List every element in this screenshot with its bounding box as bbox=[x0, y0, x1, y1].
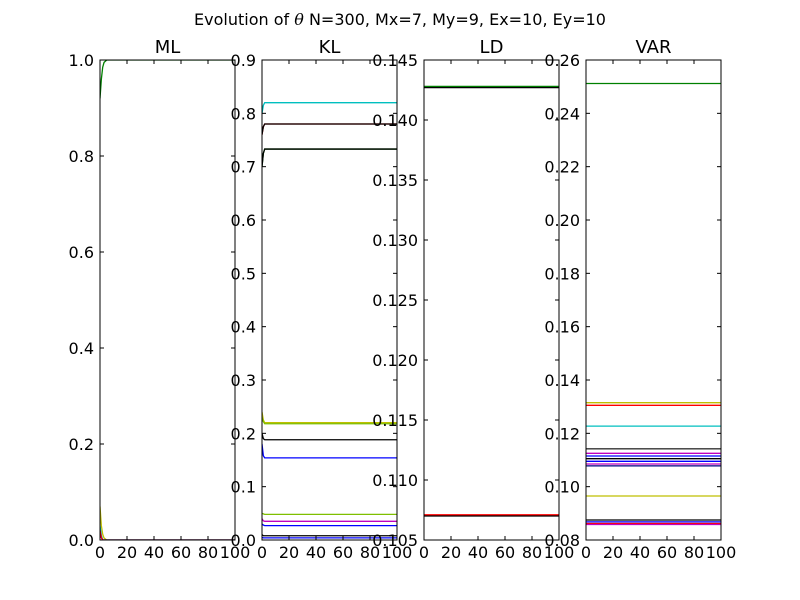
y-tick-label: 0.18 bbox=[544, 264, 580, 283]
x-tick-label: 60 bbox=[657, 543, 677, 562]
x-tick-label: 80 bbox=[684, 543, 704, 562]
series-line-3 bbox=[100, 530, 235, 540]
x-tick-label: 60 bbox=[333, 543, 353, 562]
y-tick-label: 0.0 bbox=[231, 531, 256, 550]
y-tick-label: 0.9 bbox=[231, 51, 256, 70]
subplot-ml: 0 20 40 60 80 100 0.0 0.2 0.4 0.6 0.8 1.0 ML bbox=[69, 37, 251, 562]
x-tick-label: 0 bbox=[95, 543, 105, 562]
y-tick-label: 0.5 bbox=[231, 264, 256, 283]
subplot-ld: 0 20 40 60 80 1000.1050.1100.1150.1200.1250.1… bbox=[372, 37, 574, 562]
y-tick-label: 0.4 bbox=[69, 339, 94, 358]
y-tick-label: 0.6 bbox=[231, 211, 256, 230]
y-tick-label: 0.4 bbox=[231, 318, 256, 337]
series-line-9 bbox=[262, 512, 397, 516]
series-group bbox=[424, 85, 559, 517]
series-line-12 bbox=[262, 534, 397, 537]
series-line-3 bbox=[262, 148, 397, 167]
axes-frame bbox=[423, 59, 560, 541]
y-tick-label: 0.14 bbox=[544, 371, 580, 390]
subplot-title: KL bbox=[319, 37, 341, 58]
x-tick-label: 100 bbox=[706, 543, 737, 562]
x-tick-label: 20 bbox=[441, 543, 461, 562]
x-tick-label: 0 bbox=[257, 543, 267, 562]
y-tick-label: 0.115 bbox=[372, 411, 418, 430]
subplot-title: LD bbox=[480, 37, 504, 58]
y-tick-label: 0.10 bbox=[544, 478, 580, 497]
axes-frame bbox=[585, 59, 722, 541]
y-tick-label: 1.0 bbox=[69, 51, 94, 70]
title-params: N=300, Mx=7, My=9, Ex=10, Ey=10 bbox=[308, 10, 606, 29]
x-tick-label: 40 bbox=[468, 543, 488, 562]
series-line-5 bbox=[262, 411, 397, 424]
y-tick-label: 0.130 bbox=[372, 231, 418, 250]
x-tick-label: 40 bbox=[630, 543, 650, 562]
y-tick-label: 0.140 bbox=[372, 111, 418, 130]
series-line-10 bbox=[262, 518, 397, 522]
subplot-title: ML bbox=[155, 37, 181, 58]
y-tick-label: 0.145 bbox=[372, 51, 418, 70]
y-tick-label: 0.6 bbox=[69, 243, 94, 262]
x-tick-label: 40 bbox=[306, 543, 326, 562]
series-line-0 bbox=[262, 102, 397, 114]
series-group bbox=[100, 60, 235, 540]
y-tick-label: 0.1 bbox=[231, 478, 256, 497]
y-tick-label: 0.125 bbox=[372, 291, 418, 310]
y-tick-label: 0.8 bbox=[231, 104, 256, 123]
series-line-1 bbox=[100, 506, 235, 540]
x-tick-label: 0 bbox=[581, 543, 591, 562]
x-tick-label: 100 bbox=[382, 543, 413, 562]
series-line-6 bbox=[262, 417, 397, 425]
y-tick-label: 0.2 bbox=[69, 435, 94, 454]
theta-symbol: θ bbox=[294, 10, 304, 29]
y-tick-label: 0.8 bbox=[69, 147, 94, 166]
y-tick-label: 0.105 bbox=[372, 531, 418, 550]
x-tick-label: 40 bbox=[144, 543, 164, 562]
x-tick-label: 100 bbox=[544, 543, 575, 562]
x-tick-label: 60 bbox=[495, 543, 515, 562]
y-tick-label: 0.120 bbox=[372, 351, 418, 370]
figure-title: Evolution of θ N=300, Mx=7, My=9, Ex=10,… bbox=[0, 10, 800, 29]
y-tick-label: 0.0 bbox=[69, 531, 94, 550]
y-tick-label: 0.26 bbox=[544, 51, 580, 70]
series-line-4 bbox=[100, 530, 235, 540]
subplot-kl: 0 20 40 60 80 100 0.0 0.1 0.2 0.3 0.4 0.5 0.6 0.7 0.8 0… bbox=[231, 37, 413, 562]
series-line-7 bbox=[262, 433, 397, 441]
y-tick-label: 0.135 bbox=[372, 171, 418, 190]
series-group bbox=[586, 82, 721, 526]
series-group bbox=[262, 102, 397, 539]
series-line-2 bbox=[100, 525, 235, 540]
subplot-var: 0 20 40 60 80 1000.080.100.120.140.160.180.20… bbox=[544, 37, 736, 562]
x-tick-label: 80 bbox=[360, 543, 380, 562]
series-line-11 bbox=[262, 523, 397, 527]
y-tick-label: 0.110 bbox=[372, 471, 418, 490]
y-tick-label: 0.20 bbox=[544, 211, 580, 230]
x-tick-label: 20 bbox=[279, 543, 299, 562]
series-line-0 bbox=[100, 60, 235, 99]
x-tick-label: 20 bbox=[603, 543, 623, 562]
subplot-title: VAR bbox=[636, 37, 672, 58]
x-tick-label: 20 bbox=[117, 543, 137, 562]
y-tick-label: 0.2 bbox=[231, 424, 256, 443]
series-line-4 bbox=[262, 148, 397, 167]
x-tick-label: 80 bbox=[522, 543, 542, 562]
x-tick-label: 80 bbox=[198, 543, 218, 562]
y-tick-label: 0.7 bbox=[231, 158, 256, 177]
x-tick-label: 100 bbox=[220, 543, 251, 562]
x-tick-label: 0 bbox=[419, 543, 429, 562]
y-tick-label: 0.08 bbox=[544, 531, 580, 550]
series-line-2 bbox=[262, 123, 397, 135]
y-tick-label: 0.12 bbox=[544, 424, 580, 443]
axes-frame bbox=[99, 59, 236, 541]
y-tick-label: 0.22 bbox=[544, 158, 580, 177]
axes-frame bbox=[261, 59, 398, 541]
y-tick-label: 0.24 bbox=[544, 104, 580, 123]
y-tick-label: 0.16 bbox=[544, 318, 580, 337]
x-tick-label: 60 bbox=[171, 543, 191, 562]
y-tick-label: 0.3 bbox=[231, 371, 256, 390]
series-line-13 bbox=[262, 536, 397, 539]
series-line-8 bbox=[262, 443, 397, 459]
title-prefix: Evolution of bbox=[194, 10, 290, 29]
